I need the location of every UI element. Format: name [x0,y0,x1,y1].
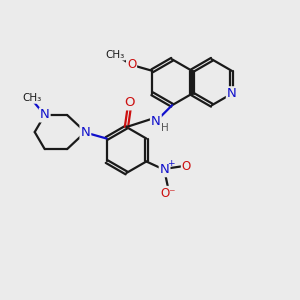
Text: N: N [40,109,50,122]
Text: N: N [80,125,90,139]
Text: N: N [160,163,170,176]
Text: CH₃: CH₃ [23,93,42,103]
Text: O: O [182,160,191,173]
Text: O⁻: O⁻ [160,187,176,200]
Text: O: O [127,58,136,71]
Text: O: O [124,96,135,110]
Text: CH₃: CH₃ [106,50,125,60]
Text: +: + [167,159,175,168]
Text: N: N [227,87,237,100]
Text: H: H [161,123,169,133]
Text: N: N [151,115,161,128]
